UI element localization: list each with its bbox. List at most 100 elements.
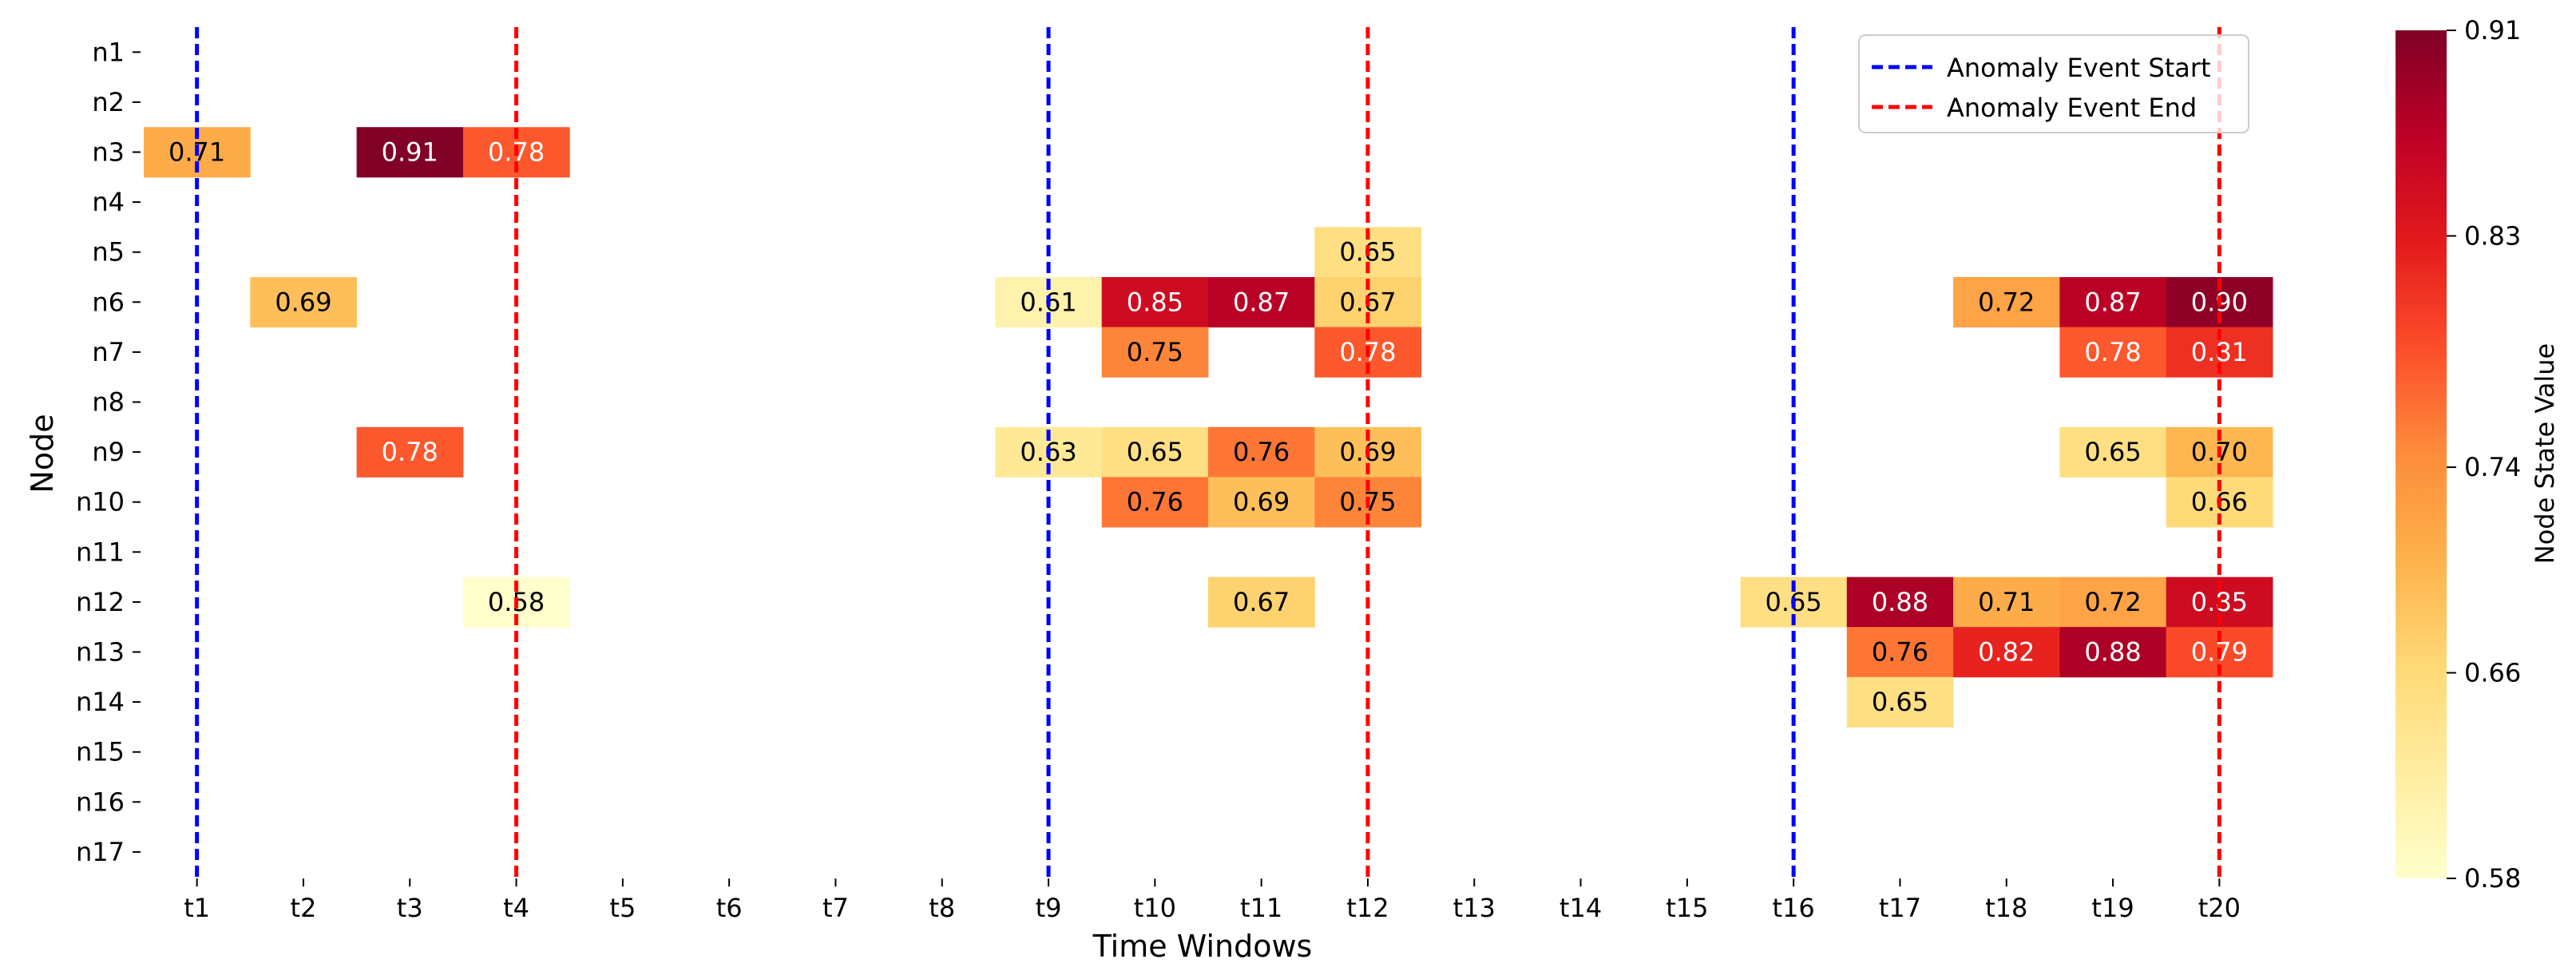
legend-box (1858, 34, 2249, 133)
colorbar-tick-label: 0.83 (2464, 220, 2521, 251)
x-tick-label: t11 (1240, 893, 1282, 923)
heatmap-cell-label: 0.71 (1978, 587, 2035, 617)
y-axis-label: Node (25, 414, 60, 493)
heatmap-cell (2059, 627, 2167, 678)
heatmap-cell (1101, 477, 1209, 528)
heatmap-cell (1101, 426, 1209, 478)
heatmap-cell-label: 0.88 (1872, 587, 1928, 617)
y-tick-label: n16 (76, 787, 125, 817)
x-tick-label: t9 (1036, 893, 1062, 923)
x-tick-label: t18 (1985, 893, 2027, 923)
heatmap-cell-label: 0.65 (1872, 687, 1928, 717)
x-tick-label: t12 (1346, 893, 1389, 923)
legend-label-start: Anomaly Event Start (1947, 53, 2211, 83)
heatmap-cell-label: 0.88 (2084, 637, 2141, 668)
y-tick-label: n2 (92, 87, 125, 117)
heatmap-cell-label: 0.67 (1233, 587, 1290, 617)
heatmap-cell (1208, 477, 1315, 528)
heatmap-cell-label: 0.72 (2084, 587, 2141, 617)
heatmap-cell-label: 0.82 (1978, 637, 2035, 668)
heatmap-cell-label: 0.75 (1127, 337, 1183, 367)
heatmap-cell-label: 0.87 (2084, 287, 2141, 317)
heatmap-cell (2059, 577, 2167, 628)
y-tick-label: n1 (92, 37, 125, 67)
y-tick-label: n13 (76, 637, 125, 668)
heatmap-cell (356, 127, 464, 178)
heatmap-cell-label: 0.76 (1127, 487, 1183, 517)
heatmap-cell (1208, 426, 1315, 478)
y-tick-label: n8 (92, 387, 125, 418)
heatmap-cell-label: 0.76 (1233, 437, 1290, 467)
x-tick-label: t8 (929, 893, 955, 923)
heatmap-cell (1101, 277, 1209, 328)
colorbar-tick-label: 0.91 (2464, 15, 2521, 46)
heatmap-cell (1846, 577, 1954, 628)
heatmap-cell-label: 0.78 (2084, 337, 2141, 367)
heatmap-cell-label: 0.76 (1872, 637, 1928, 668)
heatmap-cell (1208, 277, 1315, 328)
y-tick-label: n11 (76, 537, 125, 567)
heatmap-cell (2059, 327, 2167, 378)
colorbar-gradient (2396, 30, 2447, 878)
x-tick-label: t16 (1773, 893, 1815, 923)
colorbar-tick-label: 0.74 (2464, 452, 2521, 482)
legend-label-end: Anomaly Event End (1947, 93, 2197, 123)
heatmap-cell-label: 0.87 (1233, 287, 1290, 317)
legend: Anomaly Event Start Anomaly Event End (1858, 34, 2249, 133)
y-tick-label: n3 (92, 137, 125, 168)
x-tick-label: t3 (397, 893, 423, 923)
heatmap-cell (356, 426, 464, 478)
heatmap-cell (1846, 627, 1954, 678)
heatmap-cell (2059, 277, 2167, 328)
heatmap-cell (1208, 577, 1315, 628)
colorbar-ticks: 0.58 0.66 0.74 0.83 0.91 (2447, 15, 2521, 894)
x-tick-label: t14 (1559, 893, 1602, 923)
y-tick-label: n12 (76, 587, 125, 617)
heatmap-cell-label: 0.91 (382, 137, 438, 168)
x-tick-label: t15 (1666, 893, 1708, 923)
y-tick-label: n14 (76, 687, 125, 717)
anomaly-event-lines (195, 27, 2221, 878)
x-axis-label: Time Windows (1092, 929, 1313, 964)
colorbar-tick-label: 0.66 (2464, 658, 2521, 688)
heatmap-cell-label: 0.78 (382, 437, 438, 467)
x-tick-label: t5 (609, 893, 636, 923)
heatmap-cell-label: 0.69 (275, 287, 331, 317)
y-tick-label: n7 (92, 337, 125, 367)
heatmap-cell-label: 0.69 (1233, 487, 1290, 517)
colorbar-label: Node State Value (2530, 343, 2560, 564)
x-tick-label: t10 (1134, 893, 1176, 923)
heatmap-cell (1953, 577, 2060, 628)
colorbar-tick-label: 0.58 (2464, 863, 2521, 894)
heatmap-cell (250, 277, 358, 328)
heatmap-cell-label: 0.85 (1127, 287, 1183, 317)
heatmap-cell-labels: 0.710.910.780.650.690.610.850.870.670.72… (168, 137, 2248, 718)
heatmap-cell-label: 0.65 (1127, 437, 1183, 467)
x-tick-label: t13 (1453, 893, 1496, 923)
heatmap-cell-label: 0.72 (1978, 287, 2035, 317)
heatmap-cell-label: 0.65 (2084, 437, 2141, 467)
y-tick-label: n6 (92, 287, 125, 317)
x-axis-ticks: t1 t2 t3 t4 t5 t6 t7 t8 t9 t10 t11 t12 t13 t14 t15 t16 t… (184, 878, 2241, 923)
y-tick-label: n5 (92, 237, 125, 268)
y-tick-label: n17 (76, 837, 125, 867)
heatmap-cell (1953, 627, 2060, 678)
heatmap-cells (144, 127, 2273, 727)
heatmap-cell (1101, 327, 1209, 378)
x-tick-label: t7 (822, 893, 849, 923)
x-tick-label: t1 (184, 893, 210, 923)
y-tick-label: n15 (76, 737, 125, 767)
x-tick-label: t6 (716, 893, 743, 923)
y-axis-ticks: n1 n2 n3 n4 n5 n6 n7 n8 n9 n10 n11 n12 n13 n14 n15 n16 n… (76, 37, 141, 867)
y-tick-label: n10 (76, 487, 125, 517)
heatmap-cell (1846, 676, 1954, 727)
x-tick-label: t20 (2198, 893, 2241, 923)
y-tick-label: n4 (92, 187, 125, 217)
x-tick-label: t4 (503, 893, 529, 923)
x-tick-label: t2 (290, 893, 316, 923)
heatmap-cell (1953, 277, 2060, 328)
x-tick-label: t19 (2091, 893, 2134, 923)
colorbar: 0.58 0.66 0.74 0.83 0.91 Node State Value (2396, 15, 2560, 894)
x-tick-label: t17 (1879, 893, 1921, 923)
